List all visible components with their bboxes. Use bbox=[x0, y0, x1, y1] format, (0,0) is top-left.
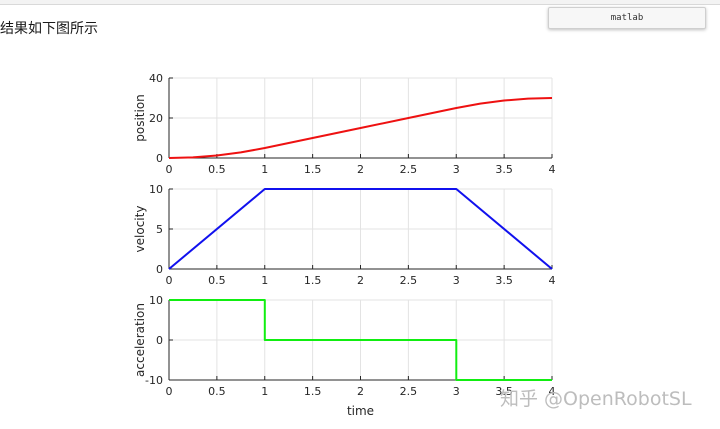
y-tick-label: 10 bbox=[149, 183, 163, 196]
y-tick-label: 40 bbox=[149, 72, 163, 85]
velocity-ylabel: velocity bbox=[133, 206, 147, 253]
x-tick-label: 3 bbox=[453, 274, 460, 287]
x-tick-label: 2 bbox=[357, 385, 364, 398]
acceleration-curve bbox=[169, 299, 552, 381]
x-tick-label: 3.5 bbox=[495, 274, 513, 287]
x-tick-label: 3.5 bbox=[495, 163, 513, 176]
x-tick-label: 1 bbox=[261, 385, 268, 398]
x-tick-label: 2 bbox=[357, 274, 364, 287]
x-tick-label: 1 bbox=[261, 163, 268, 176]
x-tick-label: 0.5 bbox=[208, 274, 226, 287]
x-tick-label: 0 bbox=[166, 274, 173, 287]
y-tick-label: 10 bbox=[149, 294, 163, 307]
x-tick-label: 3 bbox=[453, 163, 460, 176]
x-tick-label: 4 bbox=[549, 274, 556, 287]
position-curve bbox=[168, 97, 553, 159]
x-tick-label: 0 bbox=[166, 163, 173, 176]
y-tick-label: 0 bbox=[156, 263, 163, 276]
x-tick-label: 3.5 bbox=[495, 385, 513, 398]
y-tick-label: 0 bbox=[156, 334, 163, 347]
x-tick-label: 1.5 bbox=[304, 385, 322, 398]
time-xlabel: time bbox=[347, 404, 374, 418]
x-tick-label: 2 bbox=[357, 163, 364, 176]
top-divider bbox=[0, 0, 720, 5]
code-language-label[interactable]: matlab bbox=[548, 7, 706, 29]
acceleration-ylabel: acceleration bbox=[133, 303, 147, 377]
position-ylabel: position bbox=[133, 94, 147, 142]
y-tick-label: 20 bbox=[149, 112, 163, 125]
x-tick-label: 2.5 bbox=[400, 274, 418, 287]
x-tick-label: 2.5 bbox=[400, 163, 418, 176]
y-tick-label: 5 bbox=[156, 223, 163, 236]
x-tick-label: 0 bbox=[166, 385, 173, 398]
x-tick-label: 0.5 bbox=[208, 385, 226, 398]
x-tick-label: 1 bbox=[261, 274, 268, 287]
y-tick-label: 0 bbox=[156, 152, 163, 165]
x-tick-label: 3 bbox=[453, 385, 460, 398]
x-tick-label: 4 bbox=[549, 385, 556, 398]
x-tick-label: 0.5 bbox=[208, 163, 226, 176]
y-tick-label: -10 bbox=[145, 374, 163, 387]
x-tick-label: 2.5 bbox=[400, 385, 418, 398]
x-tick-label: 1.5 bbox=[304, 163, 322, 176]
velocity-curve bbox=[168, 188, 553, 270]
result-caption: 结果如下图所示 bbox=[0, 21, 98, 37]
x-tick-label: 4 bbox=[549, 163, 556, 176]
zhihu-watermark: 知乎 @OpenRobotSL bbox=[500, 388, 692, 410]
x-tick-label: 1.5 bbox=[304, 274, 322, 287]
